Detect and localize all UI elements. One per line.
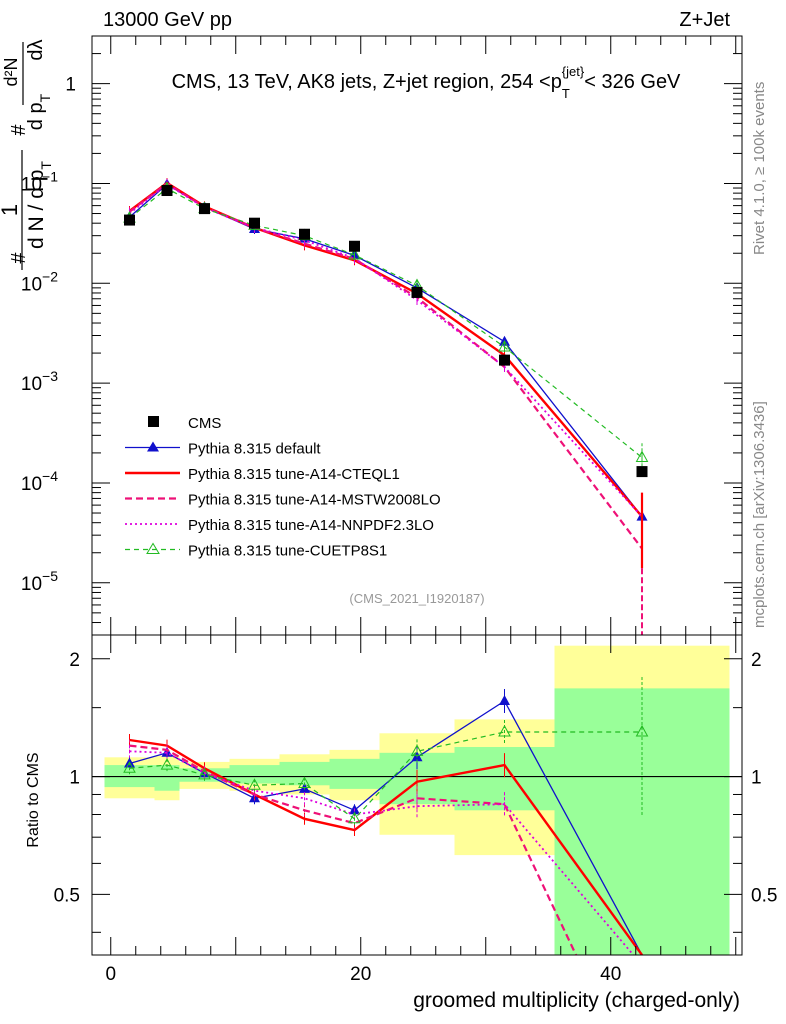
y-tick-label: 10−2 [21,268,58,295]
ylabel-hash: # [8,252,30,264]
x-axis-title: groomed multiplicity (charged-only) [413,989,740,1012]
title-text-end: < 326 GeV [584,71,681,93]
title-subscript: T [562,86,570,101]
y-tick-label: 1 [65,75,76,96]
ratio-y-tick-label-right: 2 [751,650,762,671]
ylabel-den-sub: T [38,161,54,170]
ratio-point [248,778,261,790]
legend-label: Pythia 8.315 default [188,441,321,458]
ratio-point [198,767,211,780]
cms-data-point [411,286,423,298]
y-tick-exponent: −5 [42,568,58,584]
legend-label: Pythia 8.315 tune-CUETP8S1 [188,543,387,560]
ratio-y-tick-label: 0.5 [54,885,80,906]
ylabel-numerator: d²N [1,57,21,86]
ratio-point [348,811,361,824]
ratio-point [123,761,136,773]
ratio-point [160,758,174,770]
ylabel-den2: d pT [25,93,53,130]
ratio-y-axis-title: Ratio to CMS [25,752,42,847]
ratio-point [499,694,510,705]
ratio-frame [91,634,743,956]
ratio-line [129,750,635,955]
cms-data-point [349,240,360,252]
y-tick-exponent: −4 [42,468,58,484]
ylabel-den-text: d N / d p [25,170,48,249]
ratio-point [298,776,311,789]
legend-label: Pythia 8.315 tune-A14-CTEQL1 [188,466,400,483]
rivet-version-label: Rivet 4.1.0, ≥ 100k events [751,82,768,255]
ratio-axes: 0.5 0.51 12 20 20 40 [54,634,777,985]
ylabel-den2-sub: T [37,93,53,102]
ratio-y-tick-label-right: 1 [751,768,762,789]
band-1sigma [329,758,380,789]
ratio-clip-group [123,676,649,955]
ratio-point [635,724,649,737]
cms-data-point [124,214,135,226]
cms-data-point [161,185,173,197]
analysis-reference: (CMS_2021_I1920187) [349,591,484,606]
legend-marker [146,542,160,554]
title-superscript: {jet} [562,64,585,79]
cms-data-point [299,228,310,240]
chart-title: CMS, 13 TeV, AK8 jets, Z+jet region, 254… [172,64,681,101]
legend-label: Pythia 8.315 tune-A14-NNPDF2.3LO [188,517,434,534]
ratio-series-group [123,676,649,955]
x-tick-label: 0 [105,964,116,985]
mcplots-label: mcplots.cern.ch [arXiv:1306.3436] [751,401,768,628]
band-1sigma [279,761,330,786]
y-tick-exponent: −1 [42,168,58,184]
ratio-y-tick-label: 2 [69,650,80,671]
legend: CMS Pythia 8.315 default Pythia 8.315 tune… [125,415,441,560]
legend-marker [148,416,159,427]
ylabel-lambda: dλ [25,39,47,60]
header-left: 13000 GeV pp [103,9,232,31]
main-series-group [123,178,649,635]
x-tick-label: 40 [600,964,621,985]
title-text: CMS, 13 TeV, AK8 jets, Z+jet region, 254… [172,71,562,93]
ratio-line [129,731,642,820]
cms-data-point [499,354,510,366]
y-tick-label: 10−4 [21,468,58,495]
legend-marker [147,441,159,452]
series-line-pythia-8-315-tune-cuetp8s1 [129,187,643,458]
ratio-point [498,724,511,737]
header-right: Z+Jet [679,9,730,31]
ratio-y-tick-label-right: 0.5 [751,885,777,906]
data-point [498,339,511,352]
cms-data-point [249,217,260,229]
cms-data-point [636,466,648,478]
y-tick-exponent: −3 [42,368,58,384]
band-1sigma [229,765,280,784]
legend-label: Pythia 8.315 tune-A14-MSTW2008LO [188,492,441,509]
data-point [348,247,361,260]
ratio-point [410,744,424,756]
y-tick-label: 10−3 [21,368,58,395]
ylabel-one: 1 [0,204,22,216]
data-point [635,450,649,462]
ylabel-den2-text: d p [25,102,47,130]
y-tick-label: 10−5 [21,568,58,595]
ylabel-hash-2: # [8,124,30,136]
legend-label: CMS [188,415,221,432]
cms-data-point [199,203,210,215]
y-tick-exponent: −2 [42,268,58,284]
ylabel-denominator: d N / d pT [25,161,54,249]
ratio-y-tick-label: 1 [69,768,80,789]
x-tick-label: 20 [350,964,371,985]
